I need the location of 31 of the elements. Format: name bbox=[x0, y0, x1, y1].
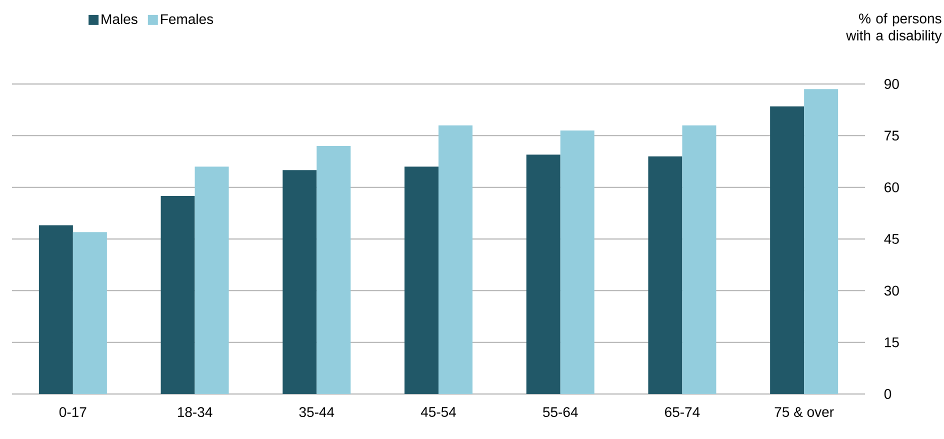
y-tick-label: 45 bbox=[884, 234, 899, 244]
y-tick-label: 75 bbox=[884, 130, 899, 141]
y-tick-label: 90 bbox=[884, 79, 899, 89]
legend-label: Males bbox=[102, 14, 138, 24]
y-tick-label: 15 bbox=[884, 337, 899, 348]
legend-label: Females bbox=[161, 14, 214, 24]
x-tick-label: 75 & over bbox=[774, 407, 834, 417]
bar bbox=[560, 130, 594, 394]
bar bbox=[282, 170, 317, 394]
y-tick-label: 0 bbox=[884, 389, 892, 399]
bar bbox=[72, 232, 107, 394]
bar bbox=[682, 125, 716, 394]
x-tick-label: 18-34 bbox=[178, 407, 212, 418]
bar bbox=[770, 106, 804, 394]
x-tick-label: 45-54 bbox=[420, 407, 456, 417]
y-tick-label: 60 bbox=[884, 182, 899, 192]
x-tick-label: 65-74 bbox=[665, 407, 700, 418]
bar bbox=[648, 156, 682, 394]
bar bbox=[38, 225, 73, 394]
y-axis-title: % of persons with a disability bbox=[846, 13, 942, 44]
x-tick-label: 35-44 bbox=[299, 407, 334, 418]
bar bbox=[194, 166, 229, 394]
bar bbox=[526, 154, 560, 394]
bar bbox=[404, 166, 439, 394]
bar bbox=[438, 125, 473, 394]
bar bbox=[804, 89, 838, 394]
bar bbox=[160, 196, 195, 394]
x-tick-label: 55-64 bbox=[543, 407, 578, 418]
y-tick-label: 30 bbox=[884, 286, 899, 296]
x-tick-label: 0-17 bbox=[59, 407, 86, 418]
bar bbox=[316, 146, 351, 394]
